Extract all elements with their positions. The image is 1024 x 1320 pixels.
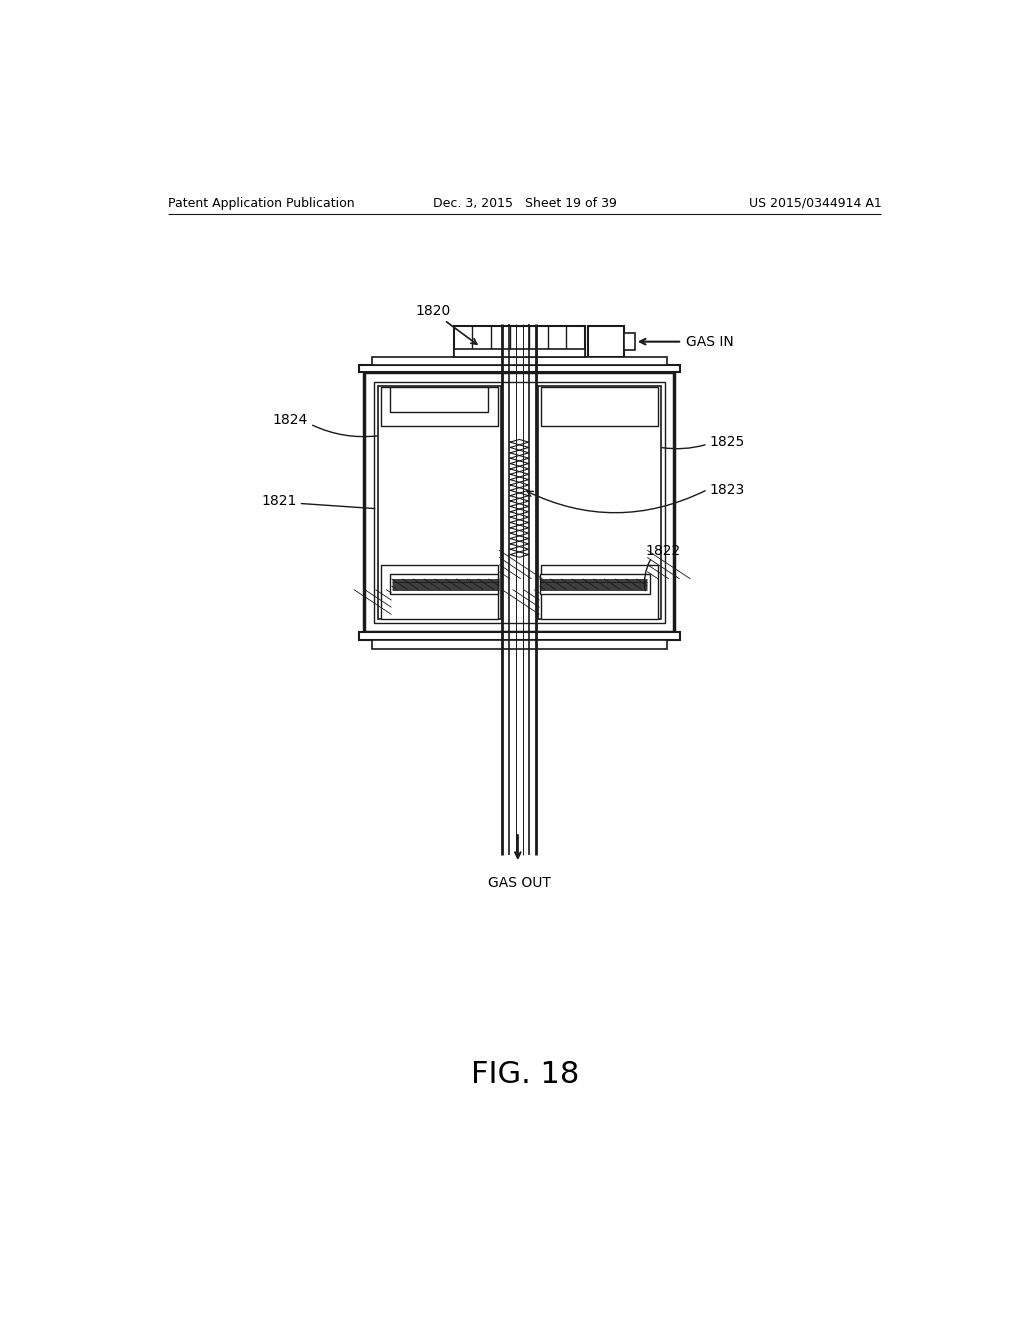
- Bar: [538, 385, 662, 619]
- Bar: [381, 387, 498, 425]
- Bar: [365, 372, 675, 632]
- Bar: [540, 574, 650, 594]
- Bar: [374, 381, 665, 623]
- Bar: [378, 385, 501, 619]
- Bar: [390, 387, 488, 412]
- Text: 1824: 1824: [272, 413, 308, 428]
- Bar: [381, 565, 498, 619]
- Bar: [359, 632, 680, 640]
- Bar: [573, 358, 599, 372]
- Bar: [454, 350, 586, 358]
- Bar: [541, 565, 658, 619]
- Text: 1825: 1825: [710, 434, 744, 449]
- Text: Dec. 3, 2015   Sheet 19 of 39: Dec. 3, 2015 Sheet 19 of 39: [433, 197, 616, 210]
- Bar: [372, 358, 667, 364]
- Text: US 2015/0344914 A1: US 2015/0344914 A1: [749, 197, 882, 210]
- Bar: [588, 326, 624, 358]
- Bar: [624, 333, 635, 350]
- Bar: [390, 574, 498, 594]
- Text: GAS OUT: GAS OUT: [488, 876, 551, 890]
- Bar: [541, 387, 658, 425]
- Text: FIG. 18: FIG. 18: [471, 1060, 579, 1089]
- Text: 1822: 1822: [646, 544, 681, 558]
- Bar: [359, 364, 680, 372]
- Text: 1820: 1820: [415, 304, 451, 318]
- Text: 1823: 1823: [710, 483, 744, 496]
- Text: Patent Application Publication: Patent Application Publication: [168, 197, 355, 210]
- Bar: [372, 640, 667, 649]
- Bar: [454, 326, 586, 358]
- Text: 1821: 1821: [261, 494, 297, 508]
- Text: GAS IN: GAS IN: [686, 335, 734, 348]
- Bar: [461, 358, 589, 367]
